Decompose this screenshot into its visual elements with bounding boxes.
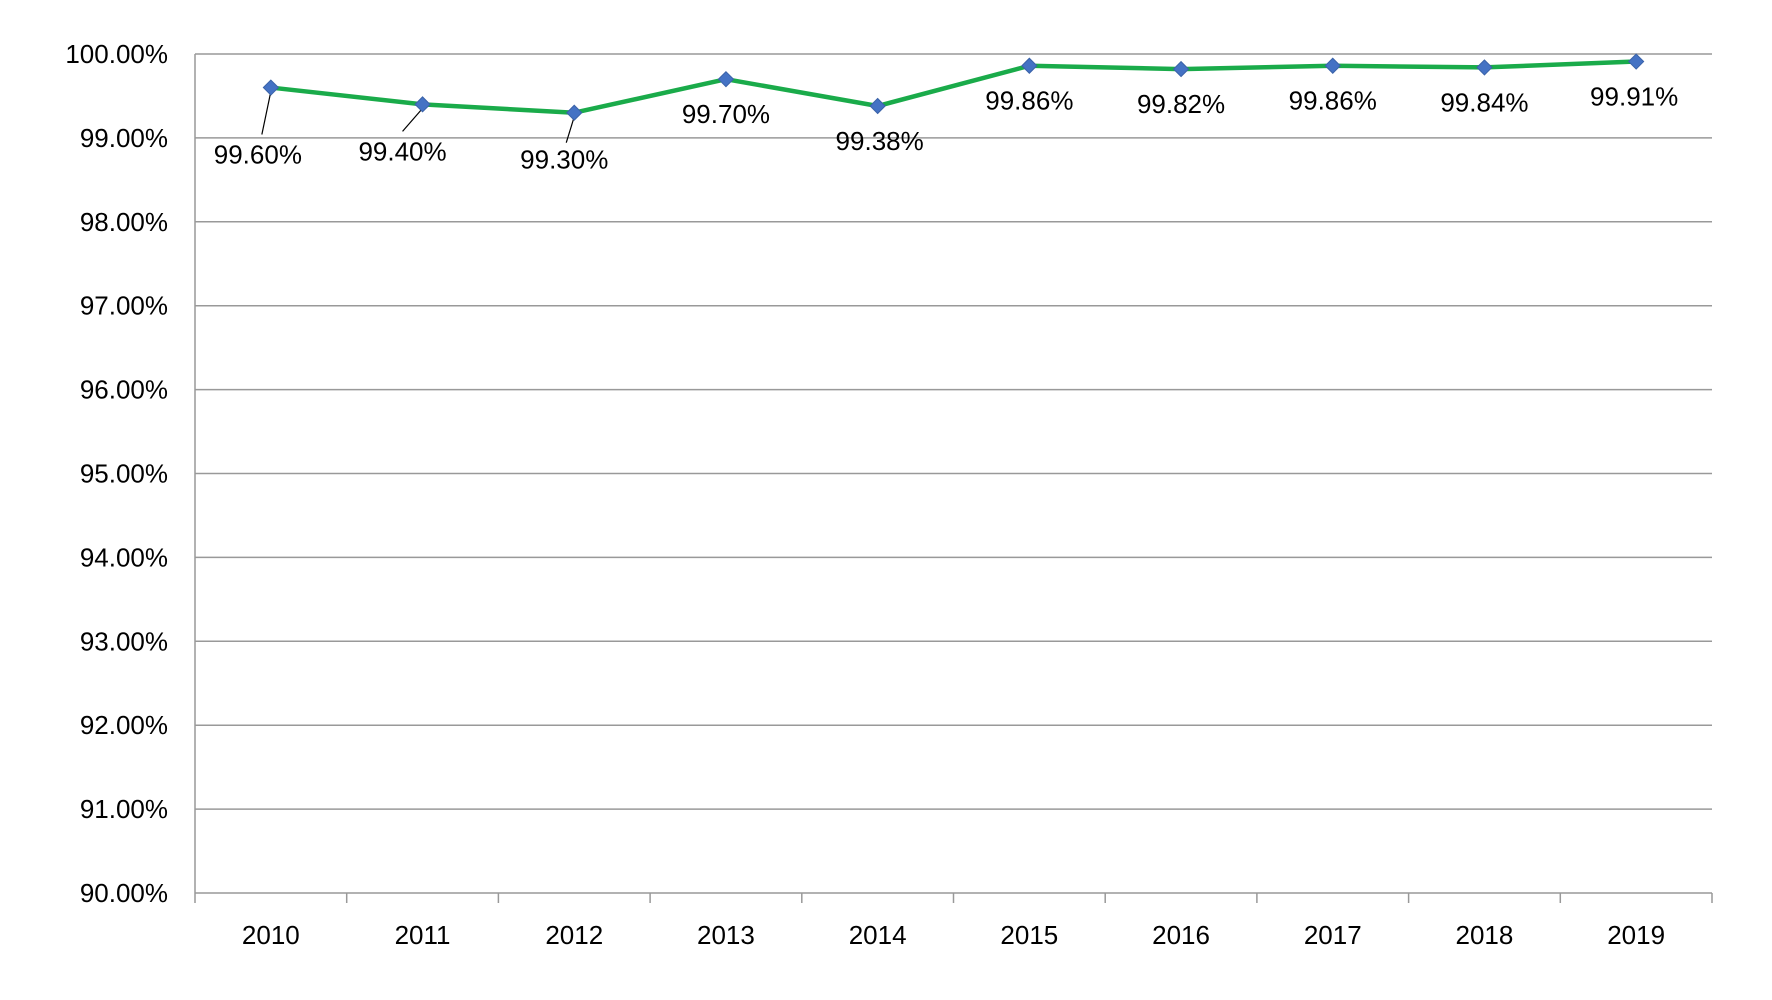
- y-tick-label: 90.00%: [80, 878, 168, 908]
- data-point-marker: [1476, 59, 1493, 76]
- data-label: 99.40%: [358, 136, 446, 166]
- leader-line: [261, 91, 272, 135]
- x-tick-label: 2019: [1607, 920, 1665, 950]
- y-tick-label: 93.00%: [80, 626, 168, 656]
- data-point-marker: [262, 79, 280, 96]
- y-tick-label: 97.00%: [80, 291, 168, 321]
- data-point-marker: [869, 97, 886, 115]
- data-point-marker: [566, 104, 583, 121]
- data-point-marker: [1172, 60, 1190, 78]
- data-point-marker: [717, 70, 735, 88]
- leader-line: [402, 107, 424, 132]
- data-label: 99.60%: [214, 140, 302, 170]
- x-tick-label: 2011: [395, 920, 451, 950]
- data-label: 99.70%: [682, 99, 770, 129]
- y-tick-label: 96.00%: [80, 375, 168, 405]
- data-point-marker: [1021, 57, 1038, 74]
- x-tick-label: 2017: [1304, 920, 1362, 950]
- data-label: 99.82%: [1137, 89, 1225, 119]
- data-point-marker: [1324, 57, 1341, 74]
- x-tick-label: 2014: [849, 920, 907, 950]
- data-point-markers: [262, 53, 1645, 121]
- x-tick-label: 2012: [545, 920, 603, 950]
- series-line: [270, 59, 1637, 115]
- y-tick-label: 94.00%: [80, 542, 168, 572]
- x-tick-label: 2010: [242, 920, 300, 950]
- x-tick-label: 2016: [1152, 920, 1210, 950]
- data-label: 99.84%: [1440, 87, 1528, 117]
- data-label: 99.91%: [1590, 82, 1678, 112]
- data-point-marker: [1627, 53, 1645, 70]
- x-tick-label: 2013: [697, 920, 755, 950]
- series-line-layer: [270, 59, 1637, 115]
- y-tick-label: 95.00%: [80, 459, 168, 489]
- y-axis-tick-labels: 90.00% 91.00% 92.00% 93.00% 94.00% 95.00% 96.0…: [65, 39, 168, 908]
- data-point-marker: [414, 96, 431, 113]
- gridlines: [195, 53, 1712, 894]
- axes: [194, 54, 1713, 903]
- data-label: 99.30%: [520, 145, 608, 175]
- y-tick-label: 98.00%: [80, 207, 168, 237]
- data-label: 99.86%: [985, 86, 1073, 116]
- x-tick-label: 2015: [1000, 920, 1058, 950]
- data-label: 99.86%: [1289, 86, 1377, 116]
- x-axis-tick-labels: 2010 2011 2012 2013 2014 2015 2016 2017 2018 2019: [242, 920, 1665, 950]
- y-tick-label: 100.00%: [65, 39, 168, 69]
- y-tick-label: 91.00%: [80, 794, 168, 824]
- leader-line: [565, 116, 575, 143]
- x-tick-label: 2018: [1456, 920, 1514, 950]
- data-labels: 99.60% 99.40% 99.30% 99.70% 99.38% 99.86% 99.8…: [214, 82, 1678, 175]
- data-label: 99.38%: [836, 126, 924, 156]
- y-tick-label: 92.00%: [80, 710, 168, 740]
- y-tick-label: 99.00%: [80, 123, 168, 153]
- data-label-leader-lines: [261, 91, 575, 143]
